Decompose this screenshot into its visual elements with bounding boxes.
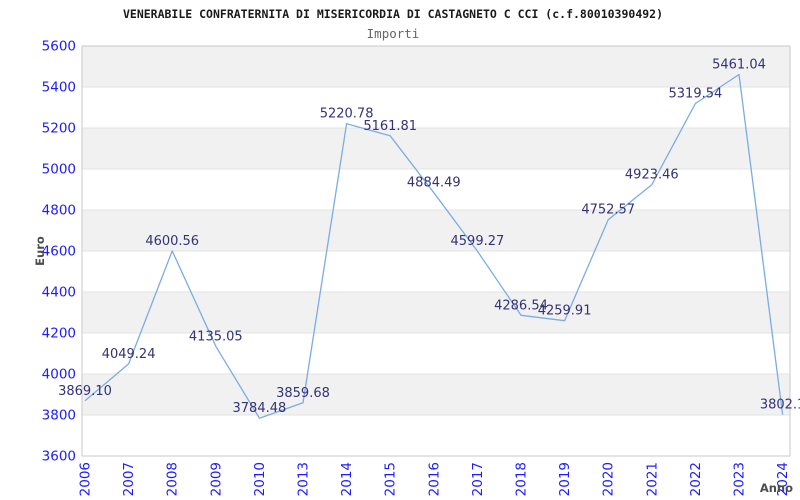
x-axis-tick-label: 2018 xyxy=(514,462,530,496)
data-point-label: 4600.56 xyxy=(145,234,199,249)
y-axis-tick-label: 5600 xyxy=(42,39,76,55)
y-axis-tick-label: 3800 xyxy=(42,408,76,424)
x-axis-tick-label: 2020 xyxy=(601,462,617,496)
data-point-label: 4923.46 xyxy=(625,168,679,183)
y-axis-tick-label: 4600 xyxy=(42,244,76,260)
x-axis-title: Anno xyxy=(760,481,793,495)
y-axis-tick-label: 5000 xyxy=(42,162,76,178)
data-point-label: 3869.10 xyxy=(58,384,112,399)
chart-title: VENERABILE CONFRATERNITA DI MISERICORDIA… xyxy=(122,7,664,21)
plot-band xyxy=(82,128,790,169)
y-axis-tick-label: 4000 xyxy=(42,367,76,383)
x-axis-tick-label: 2007 xyxy=(121,462,137,496)
x-axis-tick-label: 2019 xyxy=(557,462,573,496)
x-axis-tick-label: 2014 xyxy=(339,462,355,496)
y-axis-tick-label: 4200 xyxy=(42,326,76,342)
y-axis-tick-label: 5200 xyxy=(42,121,76,137)
data-point-label: 3859.68 xyxy=(276,386,330,401)
data-point-label: 5461.04 xyxy=(712,57,766,72)
y-axis-tick-label: 4800 xyxy=(42,203,76,219)
x-axis-tick-label: 2022 xyxy=(688,462,704,496)
x-axis-tick-label: 2021 xyxy=(644,462,660,496)
data-point-label: 3784.48 xyxy=(233,401,287,416)
data-point-label: 4286.54 xyxy=(494,298,548,313)
y-axis-tick-label: 3600 xyxy=(42,449,76,465)
data-point-label: 3802.1 xyxy=(760,398,800,413)
series-line xyxy=(84,73,784,419)
x-axis-tick-label: 2008 xyxy=(165,462,181,496)
data-point-label: 5220.78 xyxy=(320,107,374,122)
y-axis-tick-label: 4400 xyxy=(42,285,76,301)
x-axis-tick-label: 2013 xyxy=(296,462,312,496)
plot-border xyxy=(81,45,791,457)
y-axis-tick-label: 5400 xyxy=(42,80,76,96)
plot-band xyxy=(82,292,790,333)
x-axis-tick-label: 2024 xyxy=(775,462,791,496)
x-axis-tick-label: 2023 xyxy=(732,462,748,496)
x-axis-tick-label: 2006 xyxy=(78,462,94,496)
x-axis-tick-label: 2017 xyxy=(470,462,486,496)
x-axis-tick-label: 2009 xyxy=(208,462,224,496)
x-axis-tick-label: 2016 xyxy=(426,462,442,496)
x-axis-tick-label: 2010 xyxy=(252,462,268,496)
data-point-label: 4599.27 xyxy=(451,234,505,249)
data-point-label: 4135.05 xyxy=(189,329,243,344)
data-point-label: 4884.49 xyxy=(407,176,461,191)
plot-band xyxy=(82,210,790,251)
plot-band xyxy=(82,374,790,415)
plot-band xyxy=(82,46,790,87)
data-point-label: 5161.81 xyxy=(363,119,417,134)
data-point-label: 5319.54 xyxy=(669,86,723,101)
data-point-label: 4752.57 xyxy=(581,203,635,218)
y-axis-title: Euro xyxy=(33,236,47,266)
data-point-label: 4049.24 xyxy=(102,347,156,362)
x-axis-tick-label: 2015 xyxy=(383,462,399,496)
data-point-label: 4259.91 xyxy=(538,304,592,319)
chart-subtitle: Importi xyxy=(366,26,420,41)
